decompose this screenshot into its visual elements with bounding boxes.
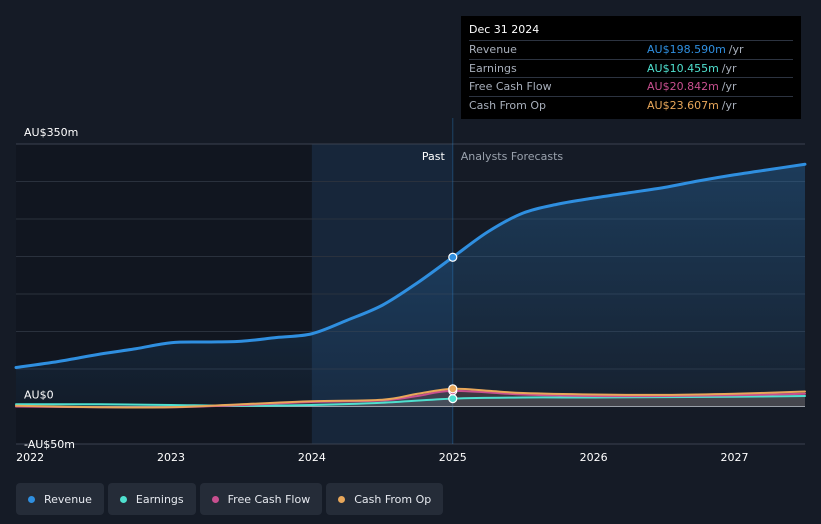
x-tick-label: 2024 — [298, 451, 326, 464]
tooltip-date: Dec 31 2024 — [469, 23, 540, 36]
tooltip-unit: /yr — [721, 80, 737, 94]
marker-earnings — [448, 394, 458, 404]
tooltip-row-revenue: Revenue AU$198.590m /yr — [469, 40, 793, 59]
legend-label: Earnings — [135, 492, 184, 506]
legend-dot-icon — [28, 495, 35, 503]
tooltip-value: AU$23.607m — [647, 98, 719, 112]
marker-cash-from-op — [448, 384, 458, 394]
legend-label: Free Cash Flow — [227, 492, 311, 506]
area-revenue — [16, 164, 805, 407]
legend-dot-icon — [338, 495, 346, 503]
legend-label: Cash From Op — [354, 492, 432, 506]
tooltip-value: AU$198.590m — [647, 43, 726, 57]
legend-label: Revenue — [44, 492, 92, 506]
line-earnings — [15, 395, 806, 407]
tooltip-row-earnings: Earnings AU$10.455m /yr — [469, 58, 793, 78]
y-tick-label: AU$350m — [24, 126, 78, 139]
y-tick-label: AU$0 — [24, 389, 54, 402]
section-label-past: Past — [422, 150, 446, 163]
x-tick-label: 2026 — [580, 451, 608, 464]
tooltip-unit: /yr — [721, 98, 737, 112]
tooltip-label: Earnings — [469, 61, 517, 75]
tooltip: Dec 31 2024 Revenue AU$198.590m /yr Earn… — [461, 16, 801, 119]
legend-item-cash-from-op[interactable]: Cash From Op — [326, 483, 444, 515]
legend-item-free-cash-flow[interactable]: Free Cash Flow — [199, 483, 323, 515]
tooltip-row-free-cash-flow: Free Cash Flow AU$20.842m /yr — [469, 77, 793, 96]
tooltip-value: AU$10.455m — [647, 61, 719, 75]
legend-dot-icon — [119, 495, 127, 503]
series-lines — [14, 162, 807, 409]
tooltip-value: AU$20.842m — [647, 80, 719, 94]
x-tick-label: 2023 — [157, 451, 185, 464]
tooltip-unit: /yr — [728, 43, 744, 57]
legend: Revenue Earnings Free Cash Flow Cash Fro… — [16, 483, 444, 515]
x-tick-label: 2027 — [721, 451, 749, 464]
legend-item-earnings[interactable]: Earnings — [107, 483, 196, 515]
line-revenue — [14, 162, 807, 369]
tooltip-row-cash-from-op: Cash From Op AU$23.607m /yr — [469, 95, 793, 115]
tooltip-label: Revenue — [469, 43, 517, 57]
line-cash-from-op — [15, 387, 806, 409]
marker-revenue — [448, 252, 458, 262]
legend-item-revenue[interactable]: Revenue — [16, 483, 104, 515]
y-tick-label: -AU$50m — [24, 438, 75, 451]
tooltip-label: Free Cash Flow — [469, 80, 552, 94]
hover-markers — [448, 252, 458, 404]
tooltip-label: Cash From Op — [469, 98, 547, 112]
tooltip-unit: /yr — [721, 61, 737, 75]
section-label-forecast: Analysts Forecasts — [461, 150, 564, 163]
x-tick-label: 2022 — [16, 451, 44, 464]
x-tick-label: 2025 — [439, 451, 467, 464]
legend-dot-icon — [211, 495, 219, 503]
